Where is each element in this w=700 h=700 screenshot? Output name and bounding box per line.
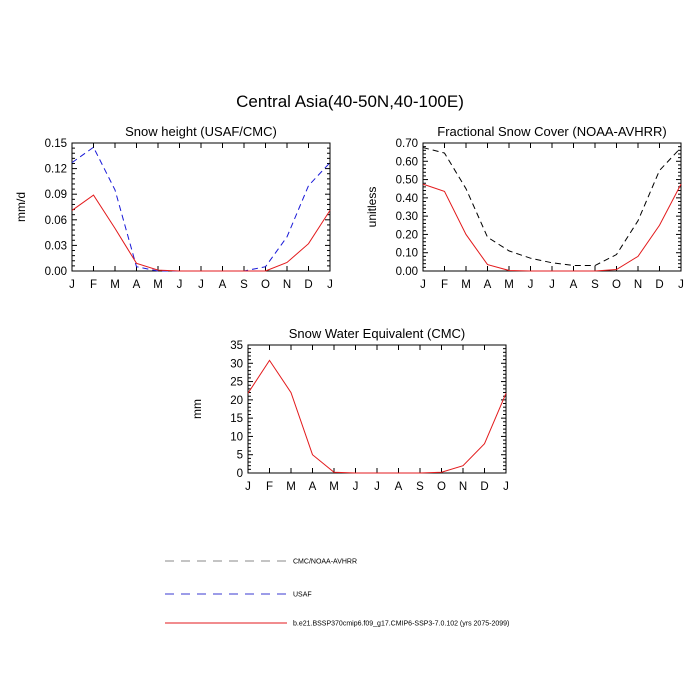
y-tick-label: 0.00 <box>45 266 67 278</box>
series-line-1 <box>247 359 507 474</box>
x-tick-label: A <box>484 279 492 291</box>
x-tick-label: N <box>283 279 291 291</box>
x-tick-label: M <box>153 279 163 291</box>
series-line-2 <box>422 183 682 272</box>
x-tick-label: J <box>327 279 333 291</box>
legend-label: CMC/NOAA-AVHRR <box>293 559 357 566</box>
y-tick-label: 25 <box>230 377 243 389</box>
legend-label: USAF <box>293 592 312 599</box>
x-tick-label: O <box>261 279 270 291</box>
series-line-2 <box>71 194 331 272</box>
plot-frame <box>71 142 331 272</box>
y-tick-label: 0.03 <box>45 240 67 252</box>
y-axis-label: unitless <box>365 187 379 228</box>
x-tick-label: J <box>177 279 183 291</box>
x-tick-label: M <box>461 279 471 291</box>
plot-frame <box>247 344 507 474</box>
y-tick-label: 0.06 <box>45 215 67 227</box>
x-tick-label: F <box>90 279 97 291</box>
x-tick-label: F <box>266 481 273 493</box>
y-tick-label: 10 <box>230 431 243 443</box>
chart-panel-1: Snow height (USAF/CMC)J F M A M J J A S O N D J0.000… <box>14 124 333 291</box>
y-tick-label: 0.09 <box>45 189 67 201</box>
y-tick-label: 0.60 <box>396 156 418 168</box>
y-tick-label: 0.30 <box>396 211 418 223</box>
y-tick-label: 5 <box>237 450 243 462</box>
x-tick-label: J <box>198 279 204 291</box>
series-line-1 <box>422 147 682 267</box>
y-tick-label: 0.10 <box>396 248 418 260</box>
series-line-1 <box>71 146 331 272</box>
x-tick-label: J <box>69 279 75 291</box>
x-tick-label: M <box>329 481 339 493</box>
x-tick-label: N <box>459 481 467 493</box>
y-tick-label: 0 <box>237 468 243 480</box>
x-tick-label: J <box>353 481 359 493</box>
y-tick-label: 0.70 <box>396 138 418 150</box>
legend-item: USAF <box>165 592 312 599</box>
y-tick-label: 0.12 <box>45 164 67 176</box>
y-tick-label: 30 <box>230 358 243 370</box>
chart-panel-2: Fractional Snow Cover (NOAA-AVHRR)J F M A M J… <box>365 124 684 291</box>
x-tick-label: D <box>480 481 488 493</box>
y-tick-label: 35 <box>230 340 243 352</box>
x-tick-label: J <box>549 279 555 291</box>
figure-title: Central Asia(40-50N,40-100E) <box>236 92 464 111</box>
x-tick-label: J <box>528 279 534 291</box>
plot-frame <box>422 142 682 272</box>
x-tick-label: F <box>441 279 448 291</box>
x-tick-label: A <box>395 481 403 493</box>
x-tick-label: J <box>374 481 380 493</box>
x-tick-label: O <box>437 481 446 493</box>
x-tick-label: M <box>504 279 514 291</box>
y-tick-label: 0.20 <box>396 229 418 241</box>
panel-title: Snow height (USAF/CMC) <box>125 124 277 139</box>
x-tick-label: N <box>634 279 642 291</box>
x-tick-label: A <box>219 279 227 291</box>
y-axis-label: mm/d <box>14 192 28 222</box>
x-tick-label: S <box>240 279 248 291</box>
y-tick-label: 0.40 <box>396 193 418 205</box>
x-tick-label: D <box>655 279 663 291</box>
y-tick-label: 15 <box>230 413 243 425</box>
x-tick-label: J <box>420 279 426 291</box>
y-tick-label: 0.00 <box>396 266 418 278</box>
panel-title: Snow Water Equivalent (CMC) <box>289 326 466 341</box>
x-tick-label: O <box>612 279 621 291</box>
y-tick-label: 0.15 <box>45 138 67 150</box>
legend-label: b.e21.BSSP370cmip6.f09_g17.CMIP6-SSP3-7.… <box>293 621 509 628</box>
x-tick-label: A <box>570 279 578 291</box>
y-axis-label: mm <box>190 399 204 419</box>
chart-panels: Snow height (USAF/CMC)J F M A M J J A S O N D J0.000… <box>14 124 684 493</box>
x-tick-label: D <box>304 279 312 291</box>
y-tick-label: 20 <box>230 395 243 407</box>
x-tick-label: M <box>110 279 120 291</box>
x-tick-label: A <box>133 279 141 291</box>
x-tick-label: M <box>286 481 296 493</box>
x-tick-label: J <box>503 481 509 493</box>
y-tick-label: 0.50 <box>396 175 418 187</box>
x-tick-label: S <box>416 481 424 493</box>
legend-item: CMC/NOAA-AVHRR <box>165 559 357 566</box>
legend: CMC/NOAA-AVHRR USAF b.e21.BSSP370cmip6.f09… <box>165 559 509 628</box>
x-tick-label: J <box>245 481 251 493</box>
legend-item: b.e21.BSSP370cmip6.f09_g17.CMIP6-SSP3-7.… <box>165 621 509 628</box>
x-tick-label: A <box>309 481 317 493</box>
x-tick-label: S <box>591 279 599 291</box>
x-tick-label: J <box>678 279 684 291</box>
chart-panel-3: Snow Water Equivalent (CMC)J F M A M J J A S O N D J… <box>190 326 509 493</box>
panel-title: Fractional Snow Cover (NOAA-AVHRR) <box>437 124 666 139</box>
